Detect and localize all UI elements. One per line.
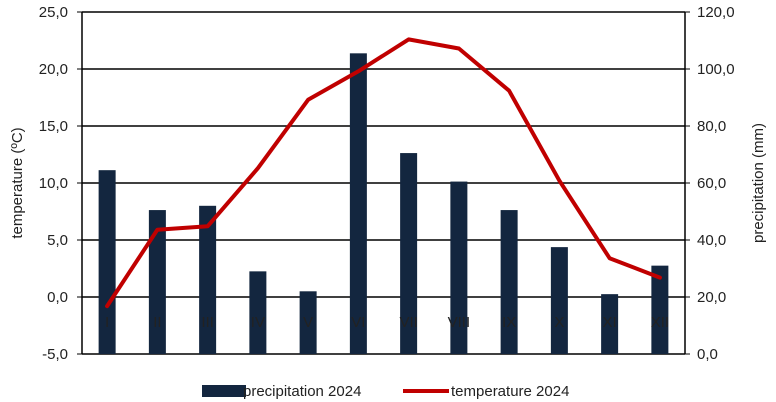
precipitation-bar (550, 247, 568, 354)
temperature-line-layer (105, 37, 662, 309)
precipitation-bar (199, 205, 217, 354)
precipitation-bars (98, 53, 669, 354)
y-left-tick-label: 0,0 (47, 289, 68, 306)
precipitation-bar (349, 53, 367, 354)
category-label: IV (251, 314, 265, 331)
precipitation-bar (148, 210, 166, 354)
y-right-tick-label: 120,0 (697, 4, 735, 21)
y-right-tick-label: 40,0 (697, 232, 726, 249)
y-right-tick-label: 60,0 (697, 175, 726, 192)
precipitation-bar (98, 170, 116, 354)
precipitation-bar (249, 271, 267, 354)
category-label: III (201, 314, 214, 331)
y-left-axis-title: temperature (ºC) (9, 127, 26, 238)
y-right-tick-label: 80,0 (697, 118, 726, 135)
precipitation-bar (400, 153, 418, 354)
temperature-line (105, 37, 662, 309)
y-left-tick-label: 15,0 (39, 118, 68, 135)
legend-label-precipitation: precipitation 2024 (243, 383, 361, 400)
category-label: II (153, 314, 161, 331)
precipitation-bar (299, 291, 317, 354)
y-left-tick-label: 20,0 (39, 61, 68, 78)
legend-swatch-precipitation (202, 385, 246, 397)
category-label: V (303, 314, 313, 331)
y-left-tick-label: 5,0 (47, 232, 68, 249)
legend-label-temperature: temperature 2024 (451, 383, 569, 400)
y-right-tick-label: 100,0 (697, 61, 735, 78)
y-right-tick-label: 0,0 (697, 346, 718, 363)
category-label: XI (603, 314, 617, 331)
y-left-tick-label: -5,0 (42, 346, 68, 363)
precipitation-bar (601, 294, 619, 354)
category-label: XII (651, 314, 669, 331)
category-label: I (105, 314, 109, 331)
precipitation-bar (500, 210, 518, 354)
category-labels: I II III IV V VI VII VIII IX X XI XII (105, 314, 669, 331)
category-label: VII (399, 314, 417, 331)
axes: -5,0 0,0 5,0 10,0 15,0 20,0 25,0 0,0 20,0 40,0 60,… (39, 4, 735, 363)
precipitation-bar (450, 181, 468, 354)
category-label: VI (351, 314, 365, 331)
precipitation-bar (651, 265, 669, 354)
y-left-tick-label: 10,0 (39, 175, 68, 192)
category-label: X (554, 314, 564, 331)
y-right-tick-label: 20,0 (697, 289, 726, 306)
legend: precipitation 2024 temperature 2024 (202, 383, 569, 400)
category-label: IX (502, 314, 516, 331)
y-right-axis-title: precipitation (mm) (750, 123, 767, 243)
category-label: VIII (448, 314, 471, 331)
y-left-tick-label: 25,0 (39, 4, 68, 21)
gridlines (82, 11, 685, 355)
